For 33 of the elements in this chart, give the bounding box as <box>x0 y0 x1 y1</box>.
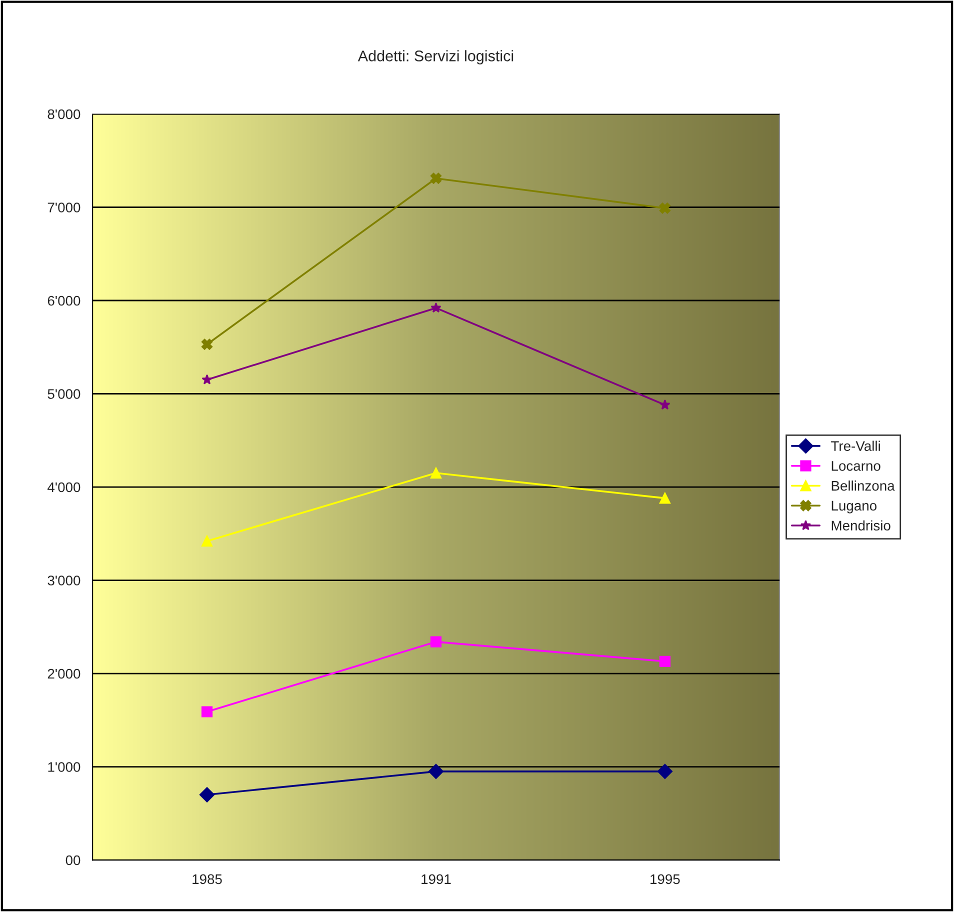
legend-label: Tre-Valli <box>831 440 880 451</box>
y-tick-label: 7'000 <box>48 202 80 212</box>
legend-label: Locarno <box>832 461 880 471</box>
point <box>657 764 673 779</box>
point <box>201 338 213 350</box>
point <box>659 202 670 214</box>
y-tick-label: 4'000 <box>48 482 80 492</box>
point <box>430 467 442 479</box>
point <box>202 374 212 384</box>
y-tick-label: 3'000 <box>48 576 80 586</box>
legend-label: Bellinzona <box>832 480 895 491</box>
y-tick-label: 2'000 <box>48 668 80 679</box>
point <box>659 492 670 504</box>
y-tick-label: 1'000 <box>48 762 80 772</box>
point <box>199 787 215 802</box>
point <box>660 399 670 410</box>
x-tick-label: 1991 <box>422 874 451 884</box>
point <box>430 636 442 648</box>
point <box>659 656 670 667</box>
y-tick-label: 6'000 <box>48 296 80 306</box>
chart-title: Addetti: Servizi logistici <box>358 50 514 64</box>
point <box>428 764 444 779</box>
y-tick-label: 8'000 <box>48 109 80 120</box>
point <box>430 172 442 184</box>
point <box>201 536 213 547</box>
point <box>430 302 442 313</box>
legend-label: Lugano <box>832 500 876 514</box>
x-tick-label: 1995 <box>650 874 680 884</box>
legend-label: Mendrisio <box>832 520 890 531</box>
y-tick-label: 5'000 <box>48 389 80 399</box>
x-tick-label: 1985 <box>192 874 222 884</box>
point <box>201 706 213 718</box>
y-tick-label: 00 <box>66 855 80 866</box>
